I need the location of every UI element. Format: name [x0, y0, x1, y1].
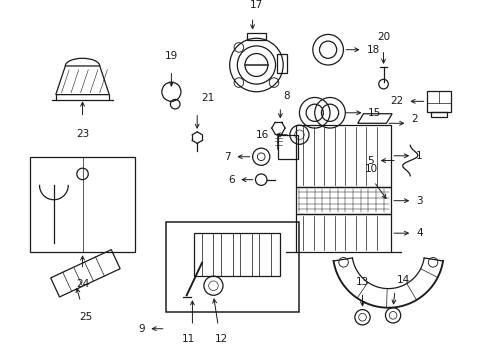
Text: 24: 24: [76, 279, 89, 289]
Bar: [277, 54, 286, 73]
Text: 23: 23: [76, 129, 89, 139]
Text: 25: 25: [79, 311, 92, 321]
Bar: [246, 32, 265, 40]
Text: 13: 13: [355, 277, 368, 287]
Bar: [430, 112, 446, 117]
Text: 11: 11: [182, 333, 195, 343]
Bar: [295, 214, 390, 252]
Bar: [295, 125, 390, 187]
Bar: [240, 233, 251, 276]
Bar: [295, 187, 390, 214]
Text: 3: 3: [415, 196, 422, 206]
Text: 5: 5: [366, 156, 373, 166]
Text: 19: 19: [164, 51, 178, 61]
Text: 15: 15: [367, 108, 381, 118]
Text: 6: 6: [227, 175, 234, 185]
Text: 1: 1: [415, 151, 422, 161]
Bar: [30, 157, 135, 252]
Text: 8: 8: [283, 91, 289, 101]
Text: 12: 12: [214, 333, 227, 343]
Bar: [165, 222, 299, 312]
Bar: [426, 91, 450, 112]
Text: 16: 16: [255, 130, 268, 140]
Text: 18: 18: [366, 45, 379, 55]
Text: 10: 10: [364, 164, 377, 174]
Bar: [202, 233, 213, 276]
Bar: [221, 233, 232, 276]
Text: 14: 14: [396, 275, 409, 285]
Bar: [194, 233, 280, 276]
Text: 7: 7: [224, 152, 230, 162]
Text: 21: 21: [201, 93, 214, 103]
Text: 9: 9: [138, 324, 144, 334]
Text: 20: 20: [376, 32, 389, 42]
Bar: [259, 233, 270, 276]
Text: 4: 4: [415, 228, 422, 238]
Text: 2: 2: [410, 113, 417, 123]
Text: 22: 22: [389, 96, 403, 106]
Text: 17: 17: [249, 0, 263, 10]
Bar: [278, 135, 297, 159]
